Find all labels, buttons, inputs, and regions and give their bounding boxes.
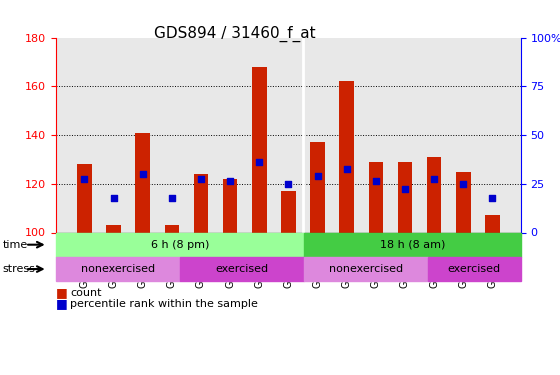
Point xyxy=(313,173,322,180)
Bar xyxy=(456,172,470,232)
Point xyxy=(371,178,380,184)
Point xyxy=(80,176,89,182)
Bar xyxy=(223,179,237,232)
Point xyxy=(342,166,351,172)
Bar xyxy=(136,133,150,232)
Point xyxy=(459,181,468,187)
Point xyxy=(284,181,293,187)
Text: stress: stress xyxy=(3,264,36,274)
Bar xyxy=(427,157,441,232)
Bar xyxy=(252,67,267,232)
Bar xyxy=(310,142,325,232)
Point xyxy=(138,171,147,177)
Bar xyxy=(398,162,412,232)
Point xyxy=(488,195,497,201)
Bar xyxy=(485,215,500,232)
Point xyxy=(226,178,235,184)
Text: exercised: exercised xyxy=(448,264,501,274)
Point xyxy=(167,195,176,201)
Text: nonexercised: nonexercised xyxy=(329,264,403,274)
Text: nonexercised: nonexercised xyxy=(81,264,155,274)
Text: ■: ■ xyxy=(56,297,68,310)
Bar xyxy=(368,162,383,232)
Bar xyxy=(281,191,296,232)
Bar xyxy=(194,174,208,232)
Point xyxy=(197,176,206,182)
Bar xyxy=(106,225,121,232)
Text: count: count xyxy=(70,288,101,297)
Point xyxy=(109,195,118,201)
Text: 18 h (8 am): 18 h (8 am) xyxy=(380,240,445,250)
Text: percentile rank within the sample: percentile rank within the sample xyxy=(70,299,258,309)
Bar xyxy=(339,81,354,232)
Text: ■: ■ xyxy=(56,286,68,299)
Bar xyxy=(165,225,179,232)
Text: 6 h (8 pm): 6 h (8 pm) xyxy=(151,240,209,250)
Point xyxy=(255,159,264,165)
Text: exercised: exercised xyxy=(216,264,268,274)
Text: time: time xyxy=(3,240,28,250)
Point xyxy=(400,186,409,192)
Bar xyxy=(77,164,92,232)
Point xyxy=(430,176,438,182)
Text: GDS894 / 31460_f_at: GDS894 / 31460_f_at xyxy=(155,26,316,42)
